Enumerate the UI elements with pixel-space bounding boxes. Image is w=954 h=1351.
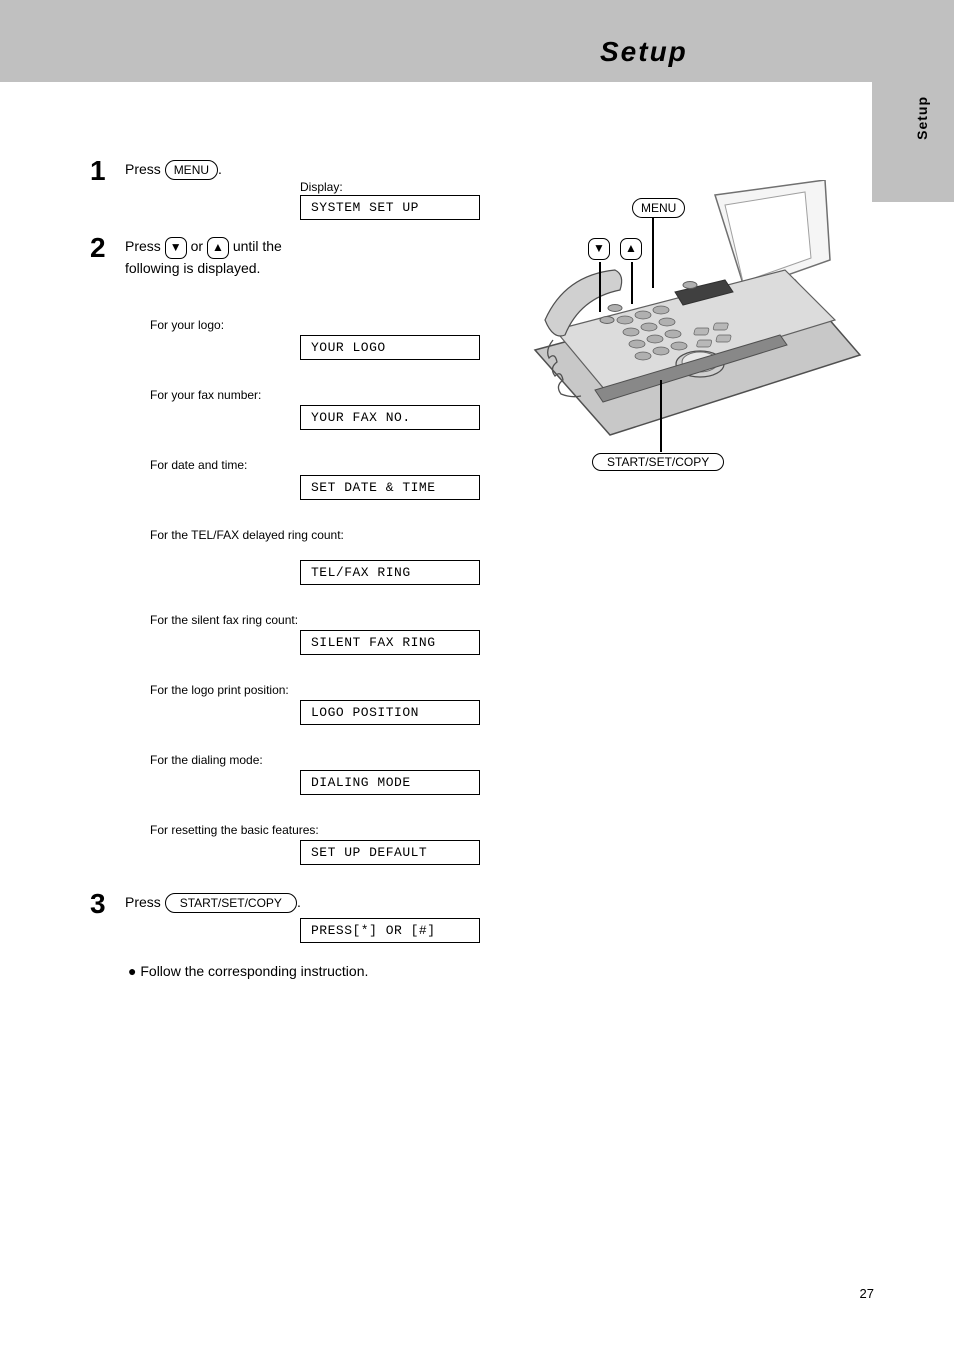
- sub7-label: For the dialing mode:: [150, 753, 263, 767]
- lcd-display-sub6: LOGO POSITION: [300, 700, 480, 725]
- leader-menu: [652, 218, 654, 288]
- menu-button-inline: MENU: [165, 160, 218, 180]
- lcd-display-step3: PRESS[*] OR [#]: [300, 918, 480, 943]
- leader-startset: [660, 380, 662, 452]
- page-number: 27: [860, 1286, 874, 1301]
- step1-text-b: .: [218, 161, 222, 177]
- step-number-3: 3: [90, 888, 106, 920]
- callout-startset-label: START/SET/COPY: [592, 453, 724, 471]
- header-band: [0, 0, 954, 82]
- step2-line2: following is displayed.: [125, 260, 260, 276]
- step2-text-b: until the: [233, 238, 282, 254]
- up-arrow-icon: ▲: [207, 237, 229, 259]
- lcd-display-sub4: TEL/FAX RING: [300, 560, 480, 585]
- step2-or: or: [191, 238, 203, 254]
- lcd-display-sub7: DIALING MODE: [300, 770, 480, 795]
- callout-down-arrow-icon: ▼: [588, 238, 610, 260]
- side-band: [872, 82, 954, 202]
- step3-note: ● Follow the corresponding instruction.: [128, 962, 468, 981]
- step1-text-a: Press: [125, 161, 161, 177]
- leader-down: [599, 262, 601, 312]
- sub2-label: For your fax number:: [150, 388, 261, 402]
- lcd-display-sub3: SET DATE & TIME: [300, 475, 480, 500]
- step1-text: Press MENU.: [125, 160, 222, 180]
- sub5-label: For the silent fax ring count:: [150, 613, 298, 627]
- lcd-display-1: SYSTEM SET UP: [300, 195, 480, 220]
- sub8-label: For resetting the basic features:: [150, 823, 319, 837]
- sub4-label: For the TEL/FAX delayed ring count:: [150, 528, 480, 542]
- lcd-display-sub8: SET UP DEFAULT: [300, 840, 480, 865]
- lcd-display-sub1: YOUR LOGO: [300, 335, 480, 360]
- step3-text-a: Press: [125, 894, 161, 910]
- side-tab-label: Setup: [914, 96, 934, 140]
- sub3-label: For date and time:: [150, 458, 247, 472]
- step2-text: Press ▼ or ▲ until the following is disp…: [125, 237, 385, 278]
- step2-text-a: Press: [125, 238, 161, 254]
- page-header-title: Setup: [600, 36, 688, 68]
- callout-menu-label: MENU: [632, 198, 685, 218]
- lcd-display-sub2: YOUR FAX NO.: [300, 405, 480, 430]
- step3-text-b: .: [297, 894, 301, 910]
- display-label: Display:: [300, 180, 343, 194]
- step-number-2: 2: [90, 232, 106, 264]
- down-arrow-icon: ▼: [165, 237, 187, 259]
- fax-machine-illustration: [525, 180, 865, 470]
- sub6-label: For the logo print position:: [150, 683, 289, 697]
- leader-up: [631, 262, 633, 304]
- step-number-1: 1: [90, 155, 106, 187]
- startset-button-inline: START/SET/COPY: [165, 893, 297, 913]
- lcd-display-sub5: SILENT FAX RING: [300, 630, 480, 655]
- step3-note-text: Follow the corresponding instruction.: [140, 963, 368, 979]
- sub1-label: For your logo:: [150, 318, 224, 332]
- callout-up-arrow-icon: ▲: [620, 238, 642, 260]
- step3-text: Press START/SET/COPY.: [125, 893, 301, 913]
